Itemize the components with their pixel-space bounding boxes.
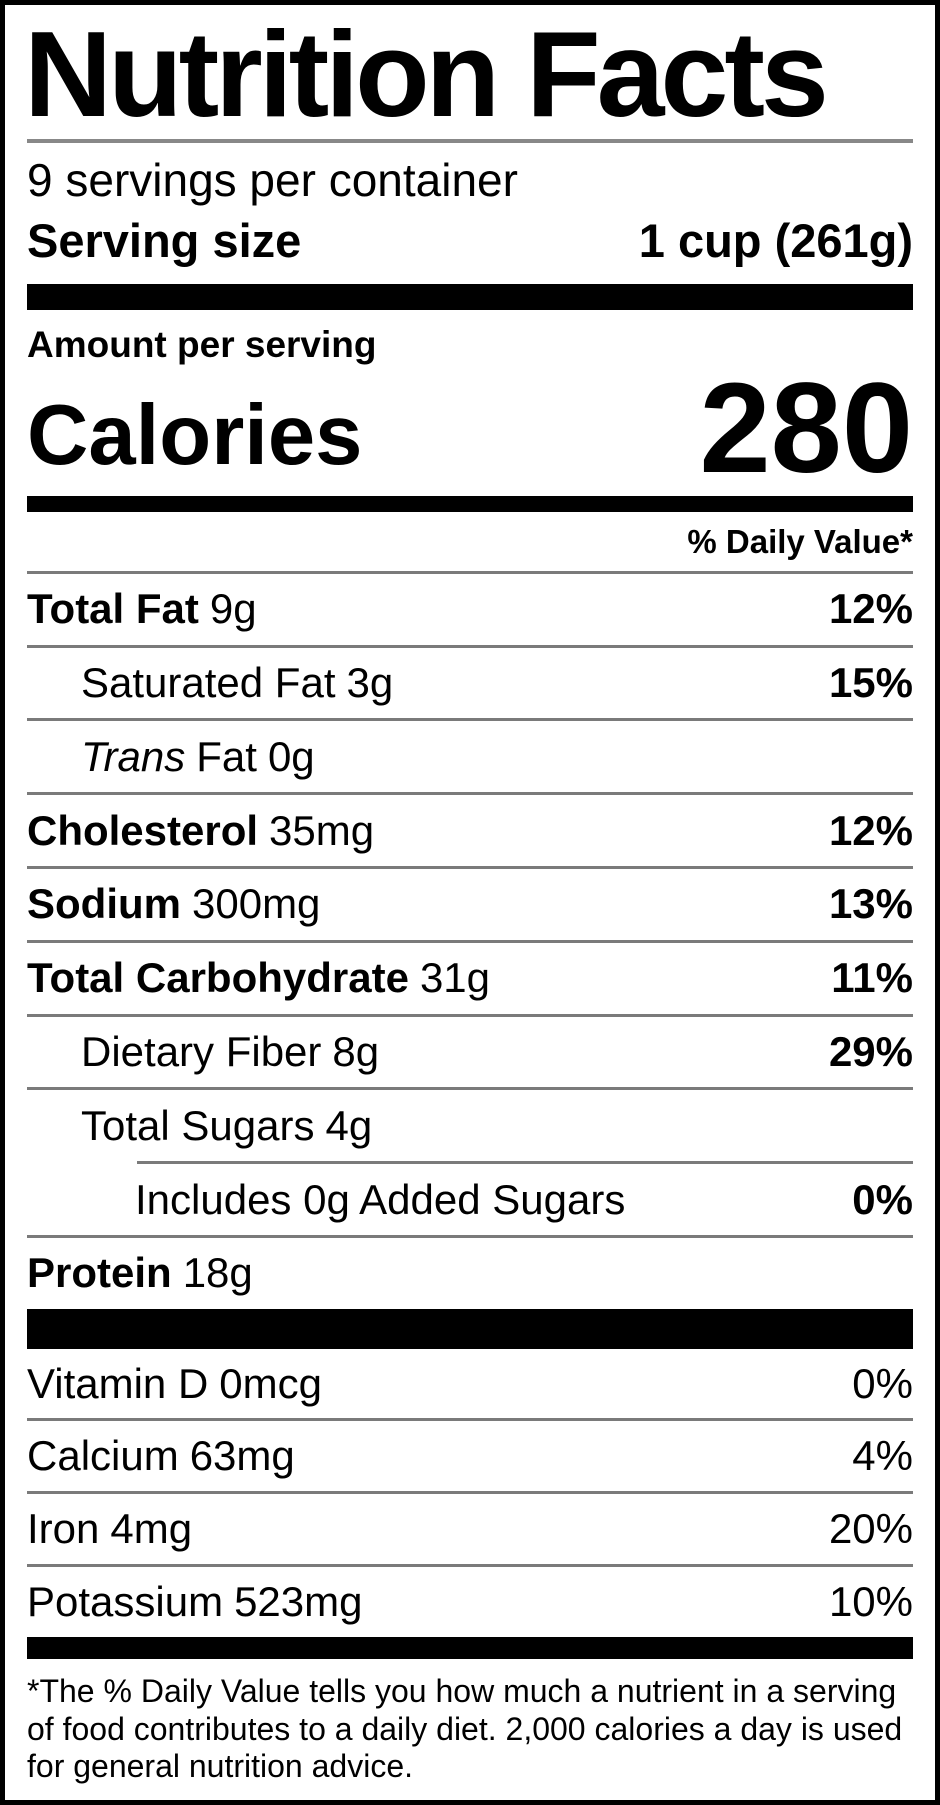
nutrient-row-total-fat: Total Fat 9g 12% xyxy=(27,574,913,645)
nutrient-dv: 15% xyxy=(828,658,913,706)
servings-per-container: 9 servings per container xyxy=(27,154,518,206)
nutrient-name: Protein xyxy=(27,1249,172,1297)
divider xyxy=(27,644,913,648)
vitamin-amount: 4mg xyxy=(110,1505,193,1553)
nutrient-row-sodium: Sodium 300mg 13% xyxy=(27,869,913,940)
divider xyxy=(27,792,913,796)
nutrient-row-total-sugars: Total Sugars 4g xyxy=(27,1090,913,1161)
vitamin-row-calcium: Calcium 63mg 4% xyxy=(27,1421,913,1491)
divider xyxy=(27,1564,913,1568)
nutrient-name: Total Carbohydrate xyxy=(27,954,409,1002)
serving-size-row: Serving size 1 cup (261g) xyxy=(27,213,913,268)
nutrient-amount: 9g xyxy=(209,585,257,633)
divider xyxy=(27,939,913,943)
nutrient-name: Cholesterol xyxy=(27,806,259,854)
nutrient-dv: 13% xyxy=(828,880,913,928)
vitamin-name: Calcium xyxy=(27,1432,179,1480)
nutrient-name: Sodium xyxy=(27,880,181,928)
vitamin-dv: 10% xyxy=(828,1577,913,1625)
nutrient-amount: 18g xyxy=(182,1249,253,1297)
divider xyxy=(27,1418,913,1422)
nutrient-name: Total Sugars xyxy=(81,1101,315,1149)
divider-indented xyxy=(137,1161,913,1165)
vitamin-amount: 523mg xyxy=(234,1577,363,1625)
serving-size-value: 1 cup (261g) xyxy=(638,214,913,268)
nutrient-amount: 3g xyxy=(346,658,394,706)
nutrient-row-added-sugars: Includes 0g Added Sugars 0% xyxy=(27,1164,913,1235)
divider xyxy=(27,1491,913,1495)
nutrient-amount: 35mg xyxy=(269,806,375,854)
vitamin-row-vitamin-d: Vitamin D 0mcg 0% xyxy=(27,1349,913,1419)
calories-row: Calories 280 xyxy=(27,357,913,501)
nutrient-dv: 29% xyxy=(828,1027,913,1075)
amount-per-serving-label: Amount per serving xyxy=(27,324,377,366)
nutrient-dv: 12% xyxy=(828,806,913,854)
nutrient-name: Saturated Fat xyxy=(81,658,336,706)
divider xyxy=(27,570,913,574)
nutrient-dv: 0% xyxy=(852,1175,913,1223)
serving-size-label: Serving size xyxy=(27,214,302,268)
nutrient-amount: 0g xyxy=(267,732,315,780)
vitamin-row-iron: Iron 4mg 20% xyxy=(27,1494,913,1564)
vitamin-name: Iron xyxy=(27,1505,100,1553)
calories-value: 280 xyxy=(699,357,913,501)
vitamin-dv: 20% xyxy=(828,1505,913,1553)
nutrient-amount: 8g xyxy=(332,1027,380,1075)
vitamin-dv: 0% xyxy=(852,1359,913,1407)
nutrient-amount: 300mg xyxy=(192,880,321,928)
vitamin-name: Potassium xyxy=(27,1577,224,1625)
nutrient-amount: 4g xyxy=(325,1101,373,1149)
section-bar xyxy=(27,1636,913,1659)
section-bar xyxy=(27,1308,913,1349)
divider xyxy=(27,865,913,869)
nutrient-name: Total Fat xyxy=(27,585,199,633)
nutrient-name-italic: Trans xyxy=(81,732,186,780)
nutrient-row-saturated-fat: Saturated Fat 3g 15% xyxy=(27,648,913,719)
divider xyxy=(27,139,913,143)
nutrient-name: Fat xyxy=(196,732,257,780)
nutrient-name: Includes 0g Added Sugars xyxy=(135,1175,626,1223)
vitamin-dv: 4% xyxy=(852,1432,913,1480)
daily-value-footnote: *The % Daily Value tells you how much a … xyxy=(27,1672,903,1785)
nutrient-dv: 12% xyxy=(828,585,913,633)
vitamin-row-potassium: Potassium 523mg 10% xyxy=(27,1567,913,1637)
nutrient-row-total-carbohydrate: Total Carbohydrate 31g 11% xyxy=(27,943,913,1014)
divider xyxy=(27,1013,913,1017)
label-title: Nutrition Facts xyxy=(24,6,829,142)
divider xyxy=(27,1234,913,1238)
calories-label: Calories xyxy=(27,387,363,483)
daily-value-header: % Daily Value* xyxy=(687,522,913,560)
nutrient-row-trans-fat: Trans Fat 0g xyxy=(27,721,913,792)
nutrient-name: Dietary Fiber xyxy=(81,1027,322,1075)
nutrient-amount: 31g xyxy=(419,954,491,1002)
nutrient-row-cholesterol: Cholesterol 35mg 12% xyxy=(27,795,913,866)
vitamin-name: Vitamin D xyxy=(27,1359,209,1407)
section-bar xyxy=(27,284,913,311)
section-bar xyxy=(27,495,913,512)
nutrient-dv: 11% xyxy=(831,954,913,1002)
divider xyxy=(27,718,913,722)
vitamin-amount: 63mg xyxy=(189,1432,295,1480)
vitamin-amount: 0mcg xyxy=(219,1359,322,1407)
nutrient-row-dietary-fiber: Dietary Fiber 8g 29% xyxy=(27,1017,913,1088)
divider xyxy=(27,1087,913,1091)
nutrient-row-protein: Protein 18g xyxy=(27,1238,913,1309)
